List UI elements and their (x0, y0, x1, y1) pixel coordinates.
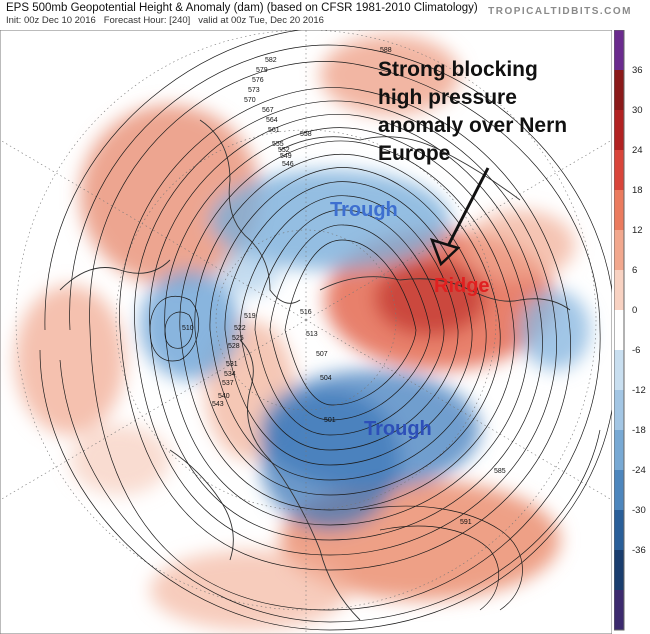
callout-text-line: high pressure (378, 86, 517, 109)
contour-label: 525 (232, 335, 244, 342)
colorbar-tick-label: 30 (632, 105, 643, 116)
contour-label: 552 (278, 147, 290, 154)
brand-watermark: TROPICALTIDBITS.COM (488, 6, 632, 17)
trough-label-bottom: Trough (364, 418, 432, 440)
coastlines (59, 119, 571, 621)
colorbar-swatch (614, 70, 624, 111)
colorbar-swatch (614, 390, 624, 431)
contour-label: 528 (228, 343, 240, 350)
callout-text-line: Europe (378, 142, 450, 165)
map-title: EPS 500mb Geopotential Height & Anomaly … (6, 2, 478, 14)
colorbar-swatch (614, 470, 624, 511)
colorbar-swatch (614, 110, 624, 151)
contour-label: 570 (244, 97, 256, 104)
colorbar-tick-label: -18 (632, 425, 646, 436)
callout-text-line: Strong blocking (378, 58, 538, 81)
contour-label: 573 (248, 87, 260, 94)
contour-label: 546 (282, 161, 294, 168)
callout-text-line: anomaly over Nern (378, 114, 567, 137)
colorbar-tick-label: 6 (632, 265, 637, 276)
annotations: Strong blocking high pressure anomaly ov… (330, 58, 567, 440)
contour-label: 549 (280, 153, 292, 160)
header: EPS 500mb Geopotential Height & Anomaly … (6, 2, 636, 26)
contour-label: 507 (316, 351, 328, 358)
contour-label: 501 (324, 417, 336, 424)
colorbar-tick-label: 0 (632, 305, 637, 316)
ridge-label: Ridge (434, 275, 490, 297)
contour-label: 540 (218, 393, 230, 400)
forecast-hour: Forecast Hour: [240] (103, 15, 191, 26)
colorbar-outline (614, 30, 625, 631)
contour-label: 588 (380, 47, 392, 54)
polar-map: 588 582 579 576 573 570 567 564 561 558 … (0, 30, 612, 634)
contour-label: 513 (306, 331, 318, 338)
contour-label: 516 (300, 309, 312, 316)
contour-label: 504 (320, 375, 332, 382)
contour-label: 579 (256, 67, 268, 74)
arrow-head-icon (429, 238, 461, 267)
contour-label: 555 (272, 141, 284, 148)
contour-label: 561 (268, 127, 280, 134)
graticule (0, 30, 612, 634)
colorbar-swatch (614, 270, 624, 311)
colorbar-swatch (614, 150, 624, 191)
height-contours (39, 30, 612, 631)
map-subtitle: Init: 00z Dec 10 2016 Forecast Hour: [24… (6, 15, 636, 26)
contour-label: 531 (226, 361, 238, 368)
colorbar-tick-label: 18 (632, 185, 643, 196)
colorbar-tick-label: -12 (632, 385, 646, 396)
colorbar-tick-label: 36 (632, 65, 643, 76)
contour-label: 591 (460, 519, 472, 526)
contour-label: 519 (244, 313, 256, 320)
contour-label: 564 (266, 117, 278, 124)
contour-label: 537 (222, 380, 234, 387)
colorbar-swatches (614, 30, 625, 631)
colorbar-swatch (614, 350, 624, 391)
contour-label: 582 (265, 57, 277, 64)
init-time: Init: 00z Dec 10 2016 (6, 15, 96, 26)
colorbar-tick-label: 12 (632, 225, 643, 236)
anomaly-shading (15, 35, 590, 630)
valid-time: valid at 00z Tue, Dec 20 2016 (198, 15, 324, 26)
colorbar: 36 30 24 18 12 6 0 -6 -12 -18 -24 -30 -36 (614, 30, 646, 631)
colorbar-swatch (614, 510, 624, 551)
contour-labels: 588 582 579 576 573 570 567 564 561 558 … (182, 47, 506, 526)
contour-label: 585 (494, 468, 506, 475)
colorbar-swatch (614, 430, 624, 471)
contour-label: 510 (182, 325, 194, 332)
colorbar-tick-label: -36 (632, 545, 646, 556)
colorbar-swatch (614, 30, 624, 71)
colorbar-tick-label: 24 (632, 145, 643, 156)
contour-label: 558 (300, 131, 312, 138)
callout-arrow (446, 167, 490, 247)
contour-label: 567 (262, 107, 274, 114)
colorbar-swatch (614, 310, 624, 351)
colorbar-tick-label: -6 (632, 345, 640, 356)
colorbar-swatch (614, 590, 624, 631)
colorbar-tick-label: -24 (632, 465, 646, 476)
colorbar-labels: 36 30 24 18 12 6 0 -6 -12 -18 -24 -30 -36 (632, 65, 646, 556)
contour-label: 576 (252, 77, 264, 84)
colorbar-swatch (614, 190, 624, 231)
contour-label: 534 (224, 371, 236, 378)
trough-label-top: Trough (330, 199, 398, 221)
contour-label: 543 (212, 401, 224, 408)
colorbar-swatch (614, 230, 624, 271)
colorbar-tick-label: -30 (632, 505, 646, 516)
contour-label: 522 (234, 325, 246, 332)
colorbar-swatch (614, 550, 624, 591)
